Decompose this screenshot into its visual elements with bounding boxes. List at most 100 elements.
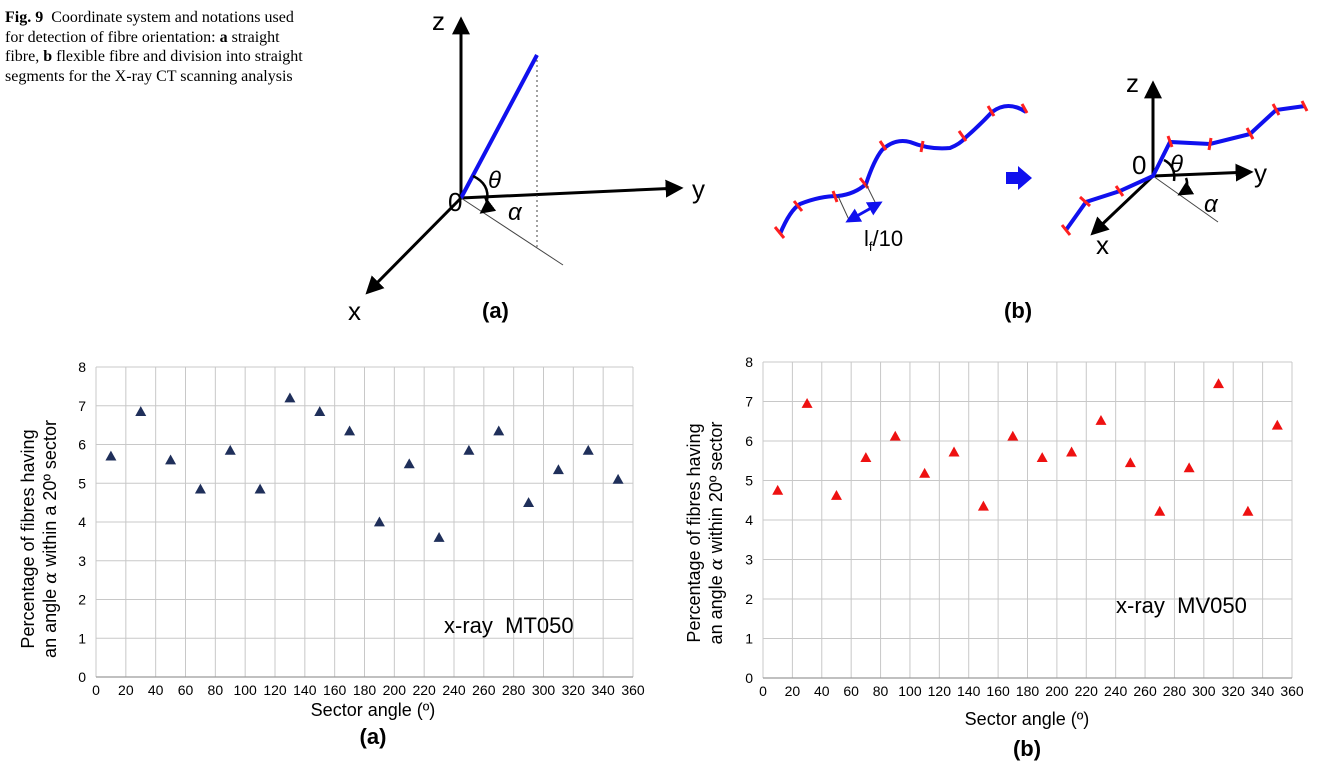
chart-a-points [105,392,624,542]
diagram-a-y-axis [460,179,684,200]
diagram-a-fibre [459,54,539,199]
chart-b-mv050: 0 20 40 60 80 100 120 140 160 180 200 220 240 260 280 3… [684,354,1304,761]
chartA-xtick-label: 20 [118,682,134,698]
chartB-xtick-label: 120 [928,683,952,699]
diagram-b-segment-arrow [845,201,883,223]
chartB-xtick-label: 220 [1075,683,1099,699]
chart-a-ylabel-line2: an angle α within a 20º sector [40,420,61,658]
chartA-data-point [165,454,177,465]
diagram-b-panel-label: (b) [1004,298,1032,323]
diagram-b-z-label: z [1126,68,1139,98]
diagram-a-theta-arc [472,174,489,202]
chartA-data-point [493,425,505,436]
chartB-xtick-label: 260 [1133,683,1157,699]
chartB-xtick-label: 280 [1163,683,1187,699]
chartA-data-point [523,497,535,508]
chartB-xtick-label: 200 [1045,683,1069,699]
chartB-data-point [1124,457,1136,468]
chartA-ytick-label: 6 [78,437,86,453]
chartA-xtick-label: 80 [208,682,224,698]
diagram-b-segment-markers [773,103,1029,239]
chartA-data-point [612,473,624,484]
chartB-ytick-label: 5 [745,473,753,489]
diagram-a-alpha-arc [479,196,497,214]
diagram-a-x-axis [365,196,463,295]
caption-b-text: flexible fibre and division into straigh… [5,48,303,85]
caption-a-text: straight fibre, [5,28,280,66]
diagram-b-segment-guide [837,195,851,223]
diagram-b-projection-line [1152,175,1219,223]
chartB-ytick-label: 6 [745,433,753,449]
chartA-data-point [284,392,296,403]
chartA-ytick-label: 7 [78,398,86,414]
chartB-ytick-label: 7 [745,394,753,410]
chartA-xtick-label: 300 [532,682,556,698]
chartB-xtick-label: 300 [1192,683,1216,699]
chartA-xtick-label: 180 [353,682,377,698]
chartA-ytick-label: 2 [78,592,86,608]
chartA-data-point [552,464,564,475]
chartB-data-point [1242,505,1254,516]
chart-a-y-ticks: 0 1 2 3 4 5 6 7 8 [78,359,86,685]
chartB-data-point [1213,378,1225,389]
chartB-xtick-label: 360 [1280,683,1304,699]
chartA-ytick-label: 5 [78,475,86,491]
chartA-xtick-label: 320 [562,682,586,698]
chartB-ytick-label: 1 [745,631,753,647]
chartA-data-point [582,444,594,455]
diagram-b-alpha-label: α [1204,191,1219,218]
diagram-b-alpha-arc [1177,177,1195,196]
chartA-xtick-label: 220 [412,682,436,698]
chartA-xtick-label: 120 [263,682,287,698]
chartB-ytick-label: 4 [745,512,753,528]
chartA-data-point [224,444,236,455]
diagram-a-panel-label: (a) [482,298,509,323]
chartB-data-point [1271,419,1283,430]
chartB-ytick-label: 3 [745,552,753,568]
chartB-data-point [889,430,901,441]
chartA-xtick-label: 260 [472,682,496,698]
chartB-xtick-label: 160 [986,683,1010,699]
chartA-xtick-label: 40 [148,682,164,698]
chartB-data-point [1183,462,1195,473]
chart-a-panel-label: (a) [360,724,387,749]
chartA-xtick-label: 240 [442,682,466,698]
diagram-b-wavy-fibre [778,104,1028,235]
chartB-data-point [977,500,989,511]
chartA-ytick-label: 4 [78,514,86,530]
chartA-xtick-label: 60 [178,682,194,698]
chartA-xtick-label: 280 [502,682,526,698]
chartB-xtick-label: 20 [785,683,801,699]
chart-b-annotation: x-ray MV050 [1116,593,1247,618]
chartB-xtick-label: 40 [814,683,830,699]
caption-text: Coordinate system and notations used for… [5,9,294,46]
chartB-xtick-label: 180 [1016,683,1040,699]
chartA-data-point [463,444,475,455]
diagram-b-segment-label: lf/10 [864,226,903,254]
diagram-a-origin-label: 0 [448,187,462,217]
diagram-b-transition-arrow [1006,166,1032,190]
chartB-data-point [1095,414,1107,425]
chart-a-ylabel-line1: Percentage of fibres having [18,429,38,648]
chartB-data-point [1154,505,1166,516]
chart-b-ylabel-line1: Percentage of fibres having [684,423,704,642]
chart-b-y-ticks: 0 1 2 3 4 5 6 7 8 [745,354,753,686]
chartA-data-point [194,483,206,494]
chartA-data-point [105,450,117,461]
diagram-b-x-axis [1090,174,1155,236]
diagram-b-x-label: x [1096,230,1109,260]
chartB-xtick-label: 80 [873,683,889,699]
caption-fig-label: Fig. 9 [5,9,44,26]
chart-b-xlabel: Sector angle (º) [965,709,1090,729]
diagram-a-theta-label: θ [488,167,501,194]
chartA-data-point [344,425,356,436]
chartA-xtick-label: 340 [591,682,615,698]
chartA-ytick-label: 0 [78,669,86,685]
caption-b-label: b [43,48,53,65]
chartA-data-point [403,458,415,469]
chartB-data-point [772,484,784,495]
chartA-xtick-label: 200 [383,682,407,698]
chartA-data-point [373,516,385,527]
chartA-ytick-label: 3 [78,553,86,569]
chartB-data-point [830,490,842,500]
